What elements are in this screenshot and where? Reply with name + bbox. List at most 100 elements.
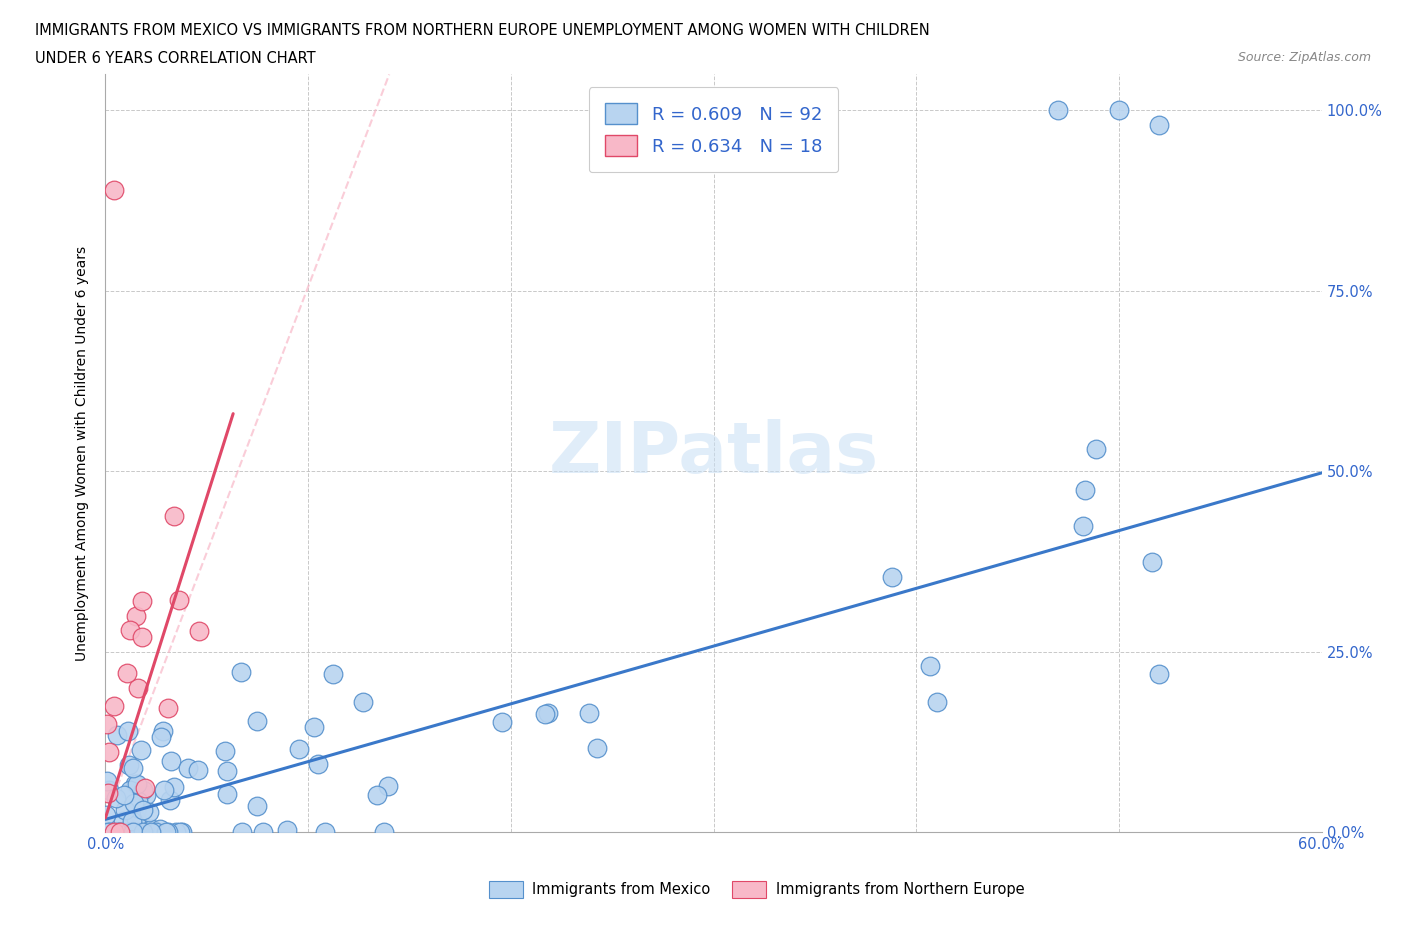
Point	[159, 754, 181, 769]
Point	[366, 787, 388, 802]
Point	[149, 822, 172, 837]
Point	[122, 795, 145, 810]
Point	[129, 742, 152, 757]
Text: Source: ZipAtlas.com: Source: ZipAtlas.com	[1237, 51, 1371, 64]
Point	[132, 825, 155, 840]
Point	[169, 825, 191, 840]
Point	[159, 792, 181, 807]
Point	[107, 825, 129, 840]
Point	[94, 807, 117, 822]
Point	[98, 825, 121, 840]
Point	[187, 763, 209, 777]
Point	[132, 803, 155, 817]
Point	[112, 788, 135, 803]
Point	[352, 695, 374, 710]
Point	[97, 786, 120, 801]
Point	[121, 814, 143, 829]
Point	[141, 822, 163, 837]
Point	[105, 727, 128, 742]
Point	[217, 787, 239, 802]
Point	[98, 825, 121, 840]
Point	[231, 825, 253, 840]
Point	[177, 761, 200, 776]
Text: Immigrants from Mexico: Immigrants from Mexico	[533, 882, 710, 897]
Point	[157, 825, 180, 840]
Point	[118, 825, 141, 840]
Point	[114, 803, 136, 817]
Point	[96, 774, 118, 789]
Point	[103, 182, 125, 197]
Point	[155, 825, 177, 840]
Point	[172, 825, 194, 840]
Point	[111, 825, 134, 840]
Point	[118, 783, 141, 798]
Point	[925, 695, 948, 710]
Point	[1085, 442, 1108, 457]
Point	[122, 761, 145, 776]
Point	[246, 713, 269, 728]
Point	[135, 788, 157, 803]
Point	[127, 793, 149, 808]
Point	[165, 825, 187, 840]
Point	[103, 825, 125, 840]
Point	[586, 740, 609, 755]
Point	[304, 720, 326, 735]
Point	[98, 745, 121, 760]
Point	[110, 825, 132, 840]
Point	[121, 825, 143, 840]
Point	[1074, 483, 1097, 498]
Point	[125, 608, 148, 623]
Point	[132, 782, 155, 797]
Point	[118, 825, 141, 840]
Point	[163, 780, 186, 795]
Point	[1073, 518, 1095, 533]
Point	[117, 758, 139, 773]
Point	[134, 825, 156, 840]
Point	[246, 798, 269, 813]
Point	[125, 812, 148, 827]
Bar	[731, 881, 766, 897]
Point	[377, 779, 399, 794]
Point	[139, 825, 162, 840]
Point	[101, 825, 124, 840]
Point	[96, 717, 118, 732]
Point	[1149, 666, 1171, 681]
Point	[108, 825, 131, 840]
Point	[533, 707, 555, 722]
Point	[118, 623, 141, 638]
Point	[127, 801, 149, 816]
Point	[156, 701, 179, 716]
Point	[128, 825, 150, 840]
Point	[125, 777, 148, 791]
Y-axis label: Unemployment Among Women with Children Under 6 years: Unemployment Among Women with Children U…	[76, 246, 90, 661]
Point	[1140, 555, 1163, 570]
Point	[97, 825, 120, 840]
Point	[322, 666, 344, 681]
Point	[882, 569, 904, 584]
Point	[124, 777, 146, 791]
Point	[163, 509, 186, 524]
Point	[117, 666, 139, 681]
Bar	[488, 881, 523, 897]
Point	[1149, 117, 1171, 132]
Point	[152, 782, 174, 797]
Text: UNDER 6 YEARS CORRELATION CHART: UNDER 6 YEARS CORRELATION CHART	[35, 51, 316, 66]
Point	[288, 741, 311, 756]
Point	[229, 665, 252, 680]
Point	[117, 724, 139, 738]
Point	[1047, 103, 1070, 118]
Point	[1108, 103, 1130, 118]
Point	[314, 825, 336, 840]
Point	[491, 714, 513, 729]
Point	[152, 724, 174, 738]
Point	[188, 623, 211, 638]
Point	[107, 825, 129, 840]
Point	[150, 730, 173, 745]
Point	[169, 592, 191, 607]
Point	[215, 764, 238, 778]
Text: Immigrants from Northern Europe: Immigrants from Northern Europe	[776, 882, 1024, 897]
Point	[104, 790, 127, 805]
Point	[131, 630, 153, 644]
Point	[307, 756, 329, 771]
Legend: R = 0.609   N = 92, R = 0.634   N = 18: R = 0.609 N = 92, R = 0.634 N = 18	[589, 87, 838, 172]
